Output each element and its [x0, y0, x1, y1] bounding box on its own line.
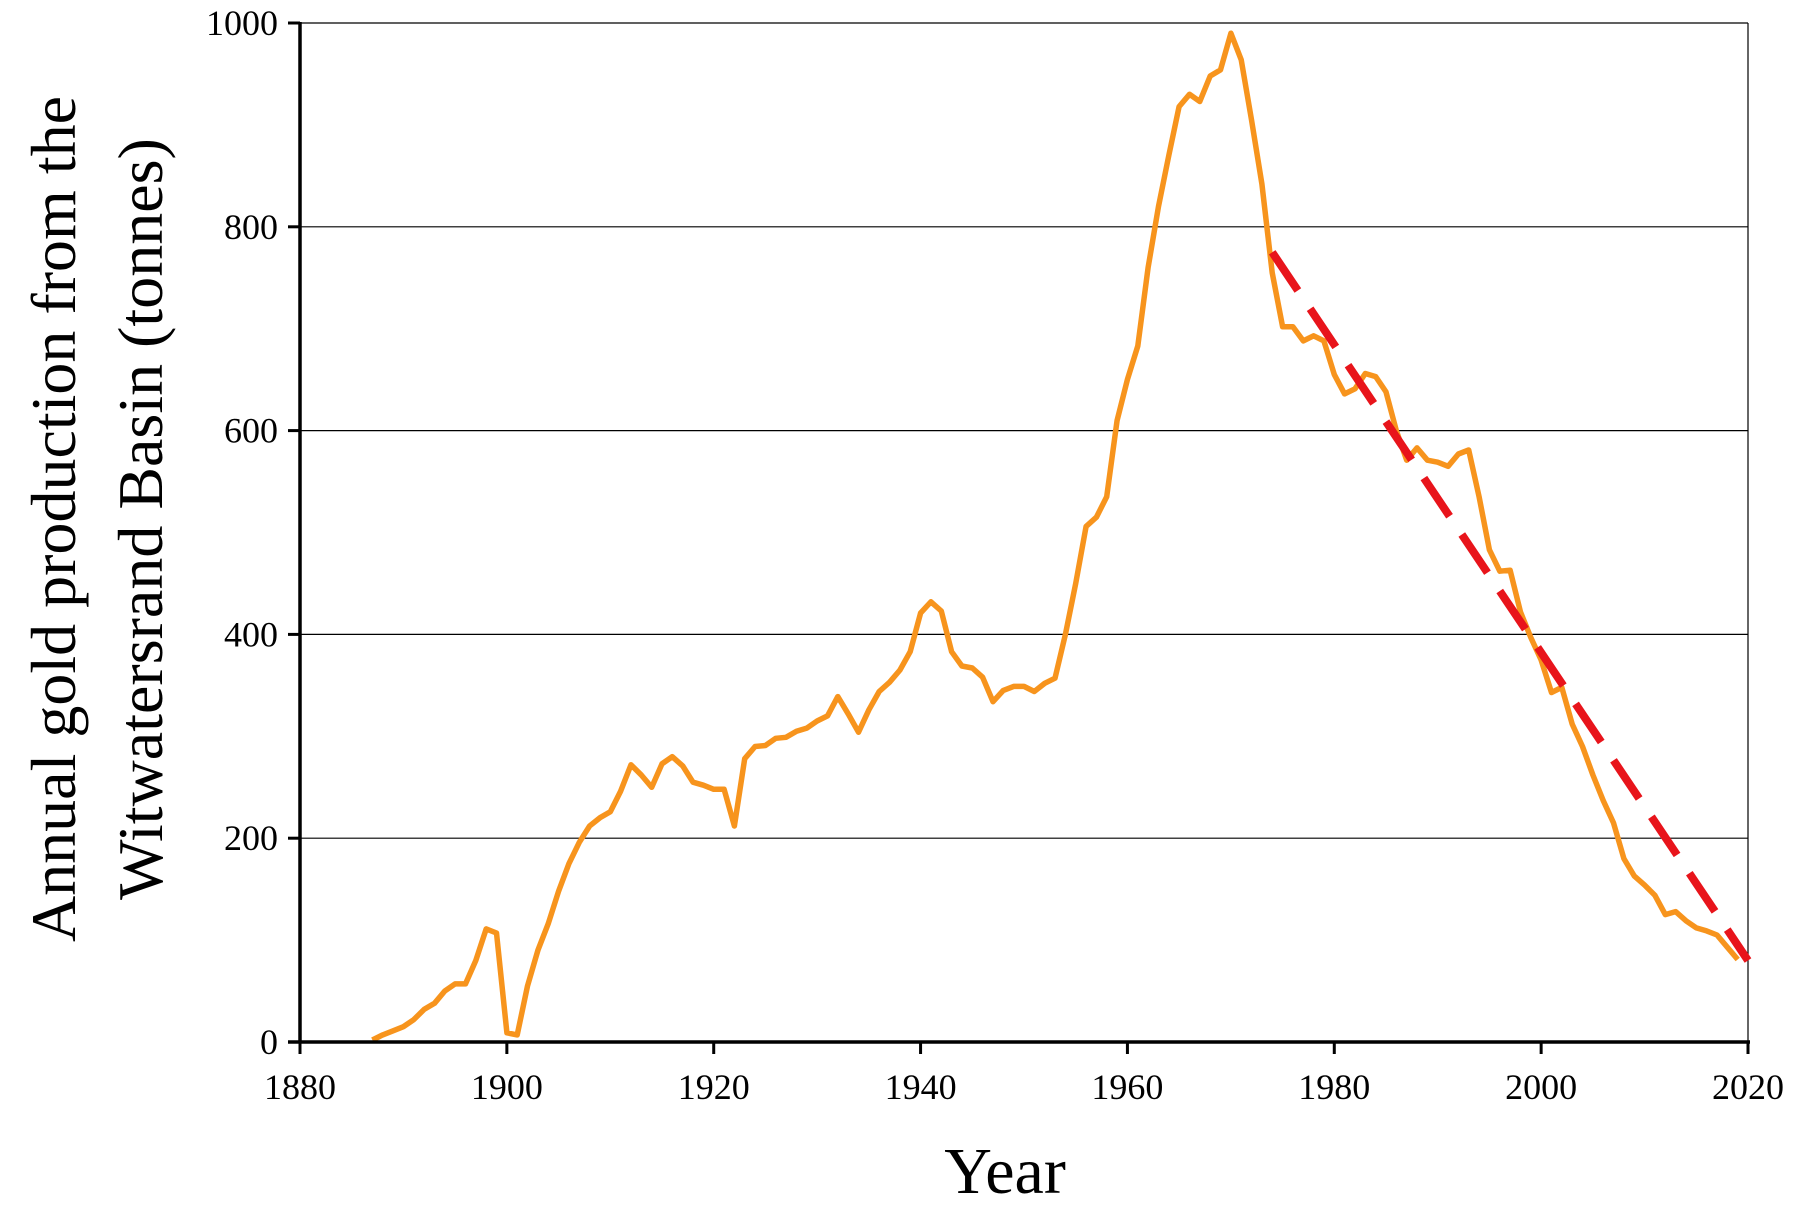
x-tick-label-1980: 1980: [1298, 1067, 1370, 1107]
x-tick-labels: 1880 1900 1920 1940 1960 1980 2000 2020: [264, 1067, 1784, 1107]
y-tick-label-800: 800: [224, 207, 278, 247]
x-tick-label-2020: 2020: [1712, 1067, 1784, 1107]
y-tick-label-0: 0: [260, 1022, 278, 1062]
x-tick-label-1880: 1880: [264, 1067, 336, 1107]
y-tick-label-200: 200: [224, 818, 278, 858]
axes: [288, 21, 1750, 1054]
y-axis-title-line2: Witwatersrand Basin (tonnes): [105, 138, 176, 900]
y-tick-label-1000: 1000: [206, 3, 278, 43]
x-tick-label-1920: 1920: [678, 1067, 750, 1107]
x-tick-label-1960: 1960: [1091, 1067, 1163, 1107]
series-layer: [371, 30, 1752, 1043]
x-tick-label-1900: 1900: [471, 1067, 543, 1107]
y-tick-label-400: 400: [224, 614, 278, 654]
y-axis-title-line1: Annual gold production from the: [18, 96, 89, 942]
y-tick-label-600: 600: [224, 411, 278, 451]
x-tick-label-1940: 1940: [885, 1067, 957, 1107]
y-tick-labels: 0 200 400 600 800 1000: [206, 3, 278, 1062]
x-tick-label-2000: 2000: [1505, 1067, 1577, 1107]
trend-line-dashed: [1268, 250, 1752, 963]
gridlines: [300, 22, 1749, 1042]
production-line: [371, 30, 1740, 1043]
x-axis-title: Year: [944, 1135, 1066, 1208]
